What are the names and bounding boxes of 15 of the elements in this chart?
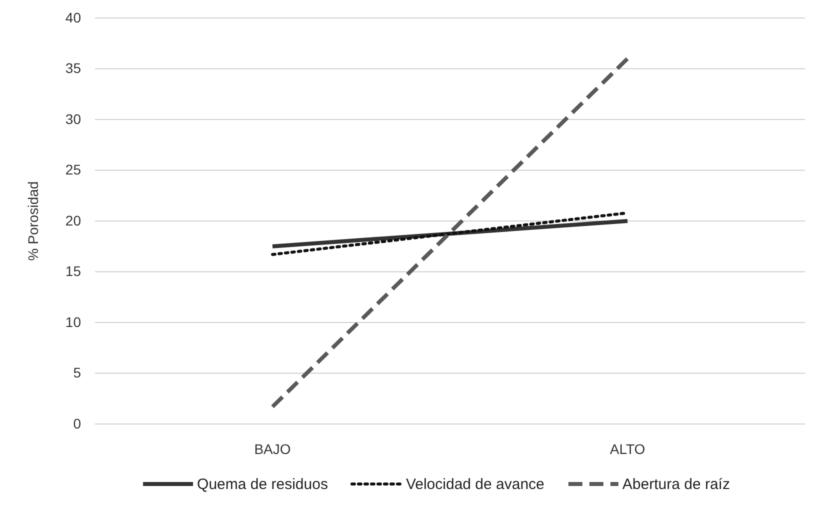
y-tick-label: 15 <box>65 263 82 280</box>
x-tick-label: ALTO <box>610 440 646 457</box>
y-tick-label: 40 <box>65 9 82 26</box>
y-tick-label: 10 <box>65 314 82 330</box>
legend-label: Velocidad de avance <box>406 476 544 493</box>
legend-label: Abertura de raíz <box>622 476 730 493</box>
y-tick-label: 0 <box>73 415 82 432</box>
y-tick-label: 35 <box>65 60 82 76</box>
y-axis-title: % Porosidad <box>25 181 41 261</box>
y-tick-label: 5 <box>73 364 82 381</box>
legend-label: Quema de residuos <box>197 476 328 493</box>
y-tick-label: 20 <box>65 212 82 228</box>
x-tick-label: BAJO <box>254 440 291 457</box>
y-tick-label: 25 <box>65 162 82 178</box>
y-tick-label: 30 <box>65 110 82 127</box>
